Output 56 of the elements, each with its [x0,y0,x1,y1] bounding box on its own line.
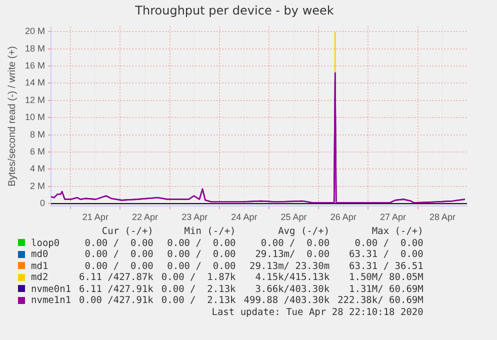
text: 0.00 / 0.00 [166,260,237,272]
text: 6.11 /427.87k [78,272,154,284]
text: 0.00 /427.91k [78,295,154,306]
text: 29.13m/ 23.30m [248,260,331,272]
y-tick-label: 8 M [30,129,46,140]
text: 222.38k/ 60.69M [336,295,424,306]
text: Last update: Tue Apr 28 22:10:18 2020 [210,306,424,318]
text: 4.15k/415.13k [254,272,331,284]
y-tick-label: 18 M [24,43,46,54]
x-tick-label: 22 Apr [132,212,158,222]
x-tick-label: 27 Apr [380,212,406,222]
text: Avg (-/+) [277,226,331,238]
text: 1.50M/ 80.05M [348,272,424,284]
y-tick-label: 2 M [30,180,46,191]
legend-label: nvme0n1 [30,284,72,295]
y-tick-label: 14 M [24,78,46,88]
text: 0.00 / 0.00 [84,260,154,272]
legend-label: md0 [30,249,50,260]
text: 0.00 / 2.13k [160,284,237,295]
legend-label: nvme1n1 [30,295,72,306]
text: 63.31 / 36.51 [348,260,424,272]
x-tick-label: 23 Apr [182,212,208,222]
text: Min (-/+) [183,226,237,238]
text: Max (-/+) [370,226,424,238]
legend-label: md2 [30,272,50,284]
text: 0.00 / 1.87k [160,272,237,284]
x-tick-label: 21 Apr [82,212,108,222]
text: 0.00 / 0.00 [84,238,154,249]
x-tick-label: 24 Apr [231,212,258,222]
text: 0.00 / 2.13k [160,295,237,306]
text: 29.13m/ 0.00 [254,249,331,260]
text: 499.88 /403.30k [242,295,331,306]
y-axis-title: Bytes/second read (-) / write (+) [6,46,18,186]
text: 0.00 / 0.00 [166,238,237,249]
text: 0.00 / 0.00 [354,238,424,249]
x-tick-label: 25 Apr [280,212,307,222]
text: 6.11 /427.91k [78,284,154,295]
text: 0.00 / 0.00 [166,249,237,260]
chart-title: Throughput per device - by week [134,3,334,18]
y-tick-label: 0 [40,198,46,208]
x-tick-label: 26 Apr [330,212,356,222]
x-tick-label: 28 Apr [430,212,456,222]
text: 1.31M/ 60.69M [348,284,424,295]
y-tick-label: 20 M [24,26,46,36]
legend-label: loop0 [30,238,61,249]
text: 0.00 / 0.00 [84,249,154,260]
y-tick-label: 10 M [24,112,46,122]
y-tick-label: 6 M [30,146,46,156]
y-tick-label: 4 M [30,164,46,174]
text: 63.31 / 0.00 [348,249,424,260]
text: 3.66k/403.30k [254,284,331,295]
text: Cur (-/+) [100,226,154,238]
y-tick-label: 12 M [24,94,46,105]
text: 0.00 / 0.00 [260,238,331,249]
y-tick-label: 16 M [24,60,46,70]
legend-label: md1 [30,260,50,272]
